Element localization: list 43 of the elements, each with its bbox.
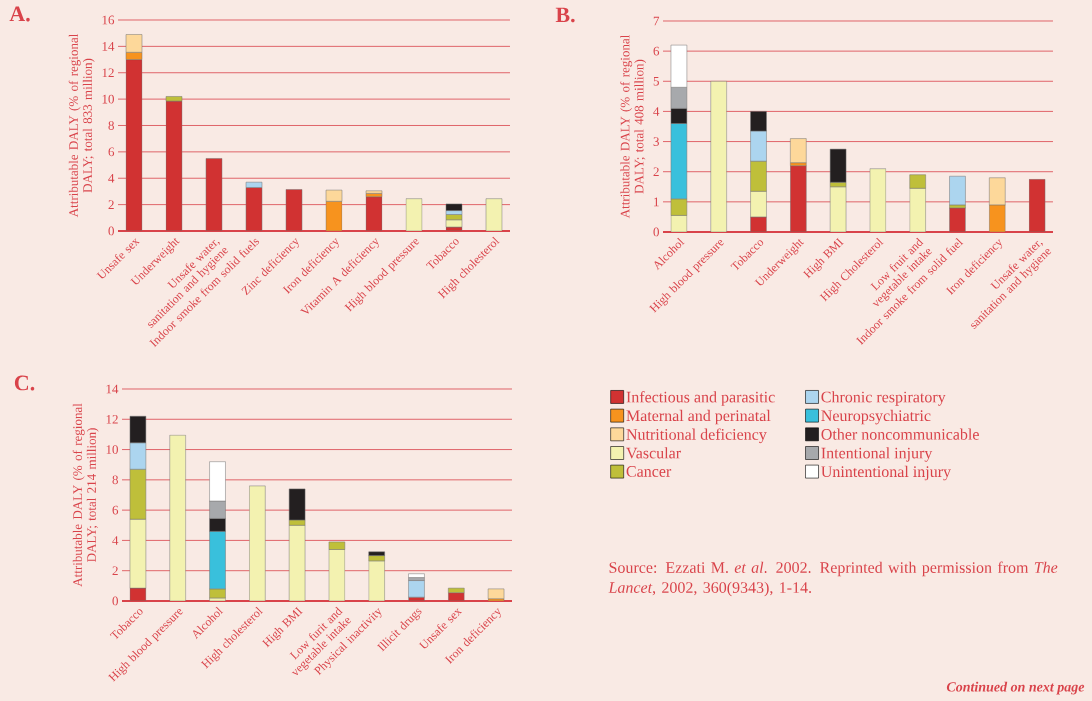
y-tick-label: 10 bbox=[106, 445, 118, 454]
y-tick-label: 0 bbox=[112, 596, 118, 606]
y-tick-label: 5 bbox=[653, 76, 659, 86]
text: Source: Ezzati M. et al. 2002. Reprinted with permission from The Lancet, 2002, 360(9343), 1-14. bbox=[608, 561, 1058, 597]
y-tick-label: 3 bbox=[653, 137, 659, 146]
y-tick-label: 4 bbox=[108, 173, 115, 183]
legend-label: Neuropsychiatric bbox=[821, 409, 931, 425]
y-tick-label: 1 bbox=[654, 197, 659, 207]
y-tick-label: 2 bbox=[653, 167, 659, 177]
legend-label: Vascular bbox=[626, 447, 681, 459]
y-tick-label: 2 bbox=[108, 200, 114, 209]
y-tick-label: 6 bbox=[108, 147, 115, 157]
y-tick-label: 8 bbox=[108, 121, 114, 130]
y-axis-title: Attributable DALY (% of regional DALY; total 408 million) bbox=[620, 34, 647, 219]
y-tick-label: 14 bbox=[102, 42, 115, 51]
y-tick-label: 8 bbox=[112, 475, 118, 485]
y-tick-label: 2 bbox=[112, 566, 118, 576]
y-tick-label: 4 bbox=[112, 536, 119, 545]
legend-label: Infectious and parasitic bbox=[626, 391, 775, 406]
y-tick-label: 7 bbox=[653, 16, 660, 26]
y-tick-label: 16 bbox=[102, 15, 115, 25]
y-axis-title: Attributable DALY (% of regional DALY; total 833 million) bbox=[68, 33, 95, 218]
y-tick-label: 12 bbox=[106, 414, 118, 424]
y-tick-label: 10 bbox=[102, 94, 114, 104]
legend-label: Cancer bbox=[626, 466, 672, 477]
chart-title: A. bbox=[9, 6, 30, 22]
y-axis-title: Attributable DALY (% of regional DALY; total 214 million) bbox=[72, 403, 99, 587]
legend-label: Maternal and perinatal bbox=[626, 409, 771, 425]
text: Continued on next page bbox=[946, 681, 1085, 695]
y-tick-label: 14 bbox=[106, 384, 119, 394]
legend-label: Nutritional deficiency bbox=[626, 428, 767, 444]
y-tick-label: 12 bbox=[102, 68, 114, 78]
legend-label: Chronic respiratory bbox=[821, 391, 946, 406]
legend-label: Intentional injury bbox=[821, 447, 933, 462]
chart-title: C. bbox=[14, 375, 35, 391]
y-tick-label: 6 bbox=[653, 46, 660, 56]
y-tick-label: 0 bbox=[653, 227, 659, 237]
chart-title: B. bbox=[555, 7, 575, 23]
y-tick-label: 0 bbox=[108, 226, 114, 236]
legend-label: Unintentional injury bbox=[821, 465, 951, 481]
y-tick-label: 4 bbox=[653, 107, 660, 116]
legend-label: Other noncommunicable bbox=[821, 428, 979, 440]
y-tick-label: 6 bbox=[112, 505, 119, 515]
